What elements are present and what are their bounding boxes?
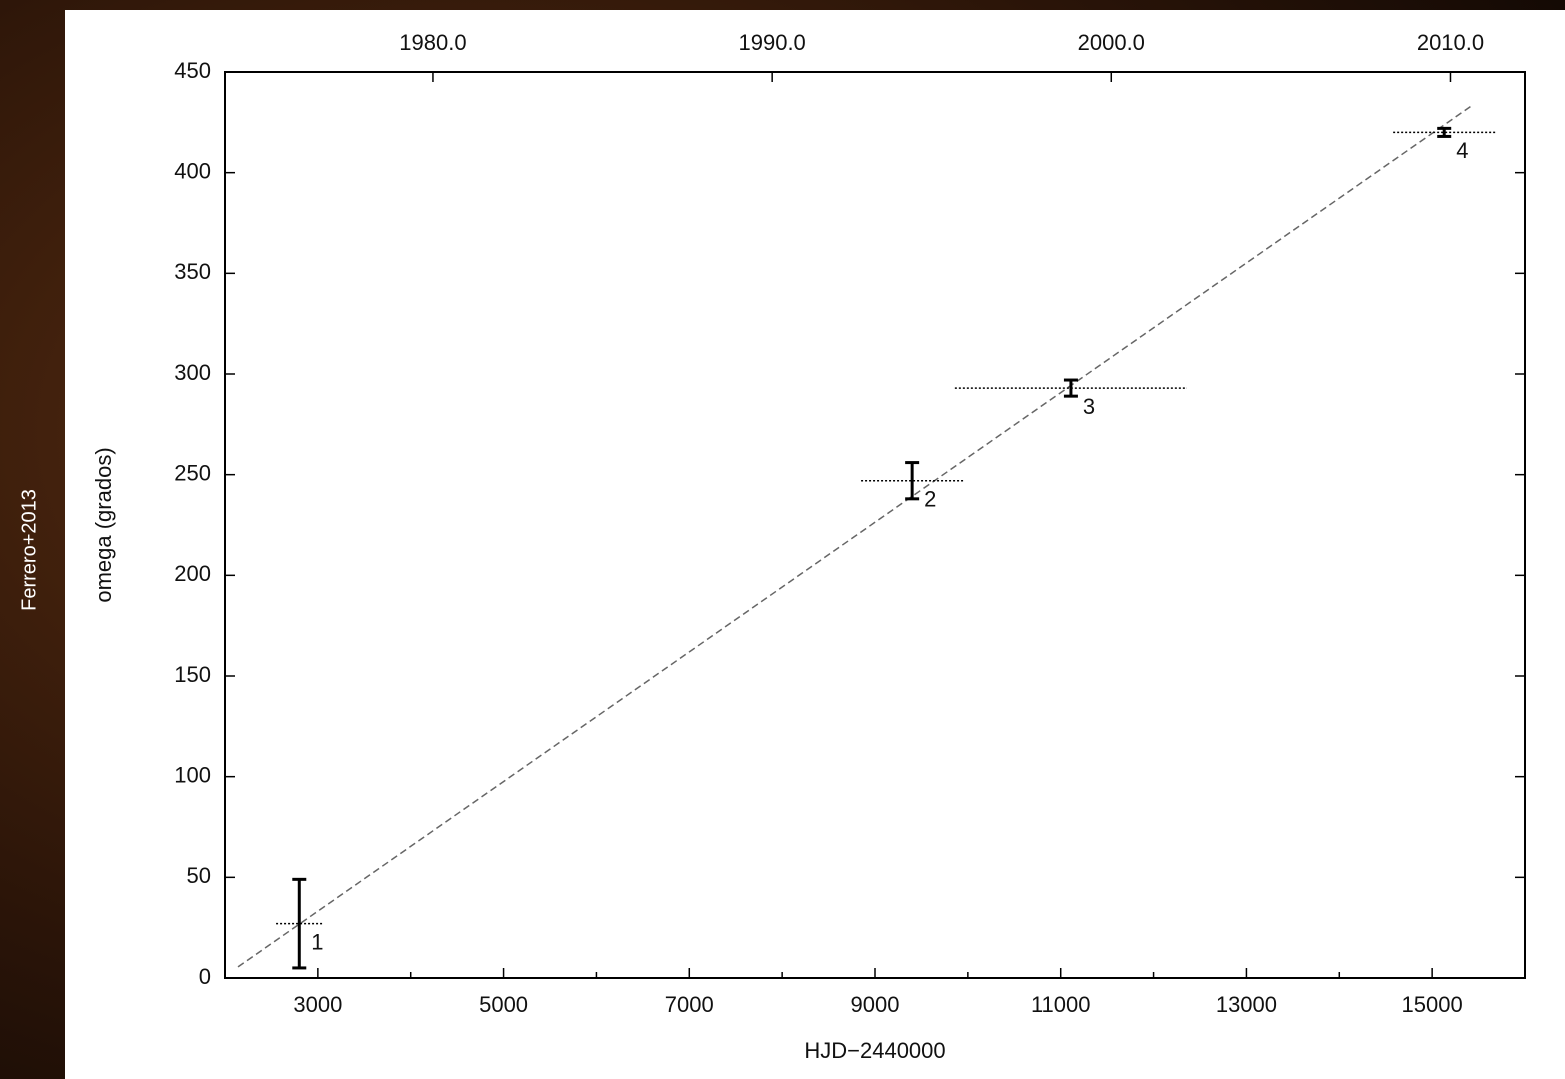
y-tick-label: 100 bbox=[174, 762, 211, 787]
x-tick-label: 5000 bbox=[479, 992, 528, 1017]
y-tick-label: 300 bbox=[174, 360, 211, 385]
point-label: 3 bbox=[1083, 394, 1095, 419]
fit-line bbox=[237, 104, 1474, 968]
x2-tick-label: 1990.0 bbox=[739, 30, 806, 55]
y-tick-label: 250 bbox=[174, 460, 211, 485]
point-label: 2 bbox=[924, 487, 936, 512]
x-axis-label: HJD−2440000 bbox=[804, 1038, 945, 1063]
x-tick-label: 9000 bbox=[851, 992, 900, 1017]
side-note: Ferrero+2013 bbox=[18, 489, 40, 611]
y-tick-label: 350 bbox=[174, 259, 211, 284]
x2-tick-label: 2000.0 bbox=[1078, 30, 1145, 55]
y-tick-label: 200 bbox=[174, 561, 211, 586]
point-label: 1 bbox=[311, 929, 323, 954]
x2-tick-label: 1980.0 bbox=[399, 30, 466, 55]
y-tick-label: 150 bbox=[174, 662, 211, 687]
x-tick-label: 15000 bbox=[1402, 992, 1463, 1017]
y-tick-label: 400 bbox=[174, 158, 211, 183]
y-axis-label: omega (grados) bbox=[91, 447, 116, 602]
y-tick-label: 450 bbox=[174, 58, 211, 83]
x2-tick-label: 2010.0 bbox=[1417, 30, 1484, 55]
point-label: 4 bbox=[1456, 138, 1468, 163]
y-tick-label: 0 bbox=[199, 964, 211, 989]
x-tick-label: 7000 bbox=[665, 992, 714, 1017]
x-tick-label: 3000 bbox=[293, 992, 342, 1017]
x-tick-label: 13000 bbox=[1216, 992, 1277, 1017]
y-tick-label: 50 bbox=[187, 863, 211, 888]
x-tick-label: 11000 bbox=[1031, 992, 1091, 1017]
chart-panel bbox=[65, 10, 1565, 1079]
